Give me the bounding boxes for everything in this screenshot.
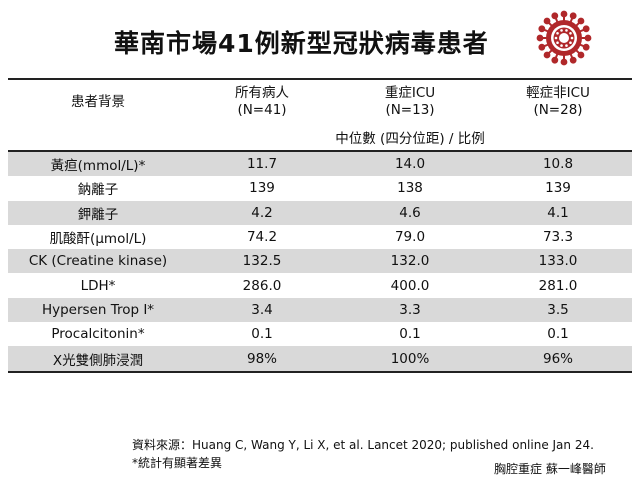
table-cell: 3.4 bbox=[188, 297, 336, 323]
table-row: Procalcitonin* 0.1 0.1 0.1 bbox=[8, 322, 632, 346]
table-cell: 281.0 bbox=[538, 277, 578, 294]
author-credit: 胸腔重症 蘇一峰醫師 bbox=[494, 462, 606, 476]
row-label: CK (Creatine kinase) bbox=[8, 249, 188, 274]
subheader-empty bbox=[8, 124, 188, 152]
row-label: 肌酸酐(μmol/L) bbox=[49, 231, 147, 248]
data-table-container: 患者背景 所有病人 (N=41) 重症ICU (N=13) 輕症非ICU (N=… bbox=[8, 78, 632, 373]
table-cell: 139 bbox=[249, 180, 275, 197]
table-cell: 4.2 bbox=[188, 200, 336, 225]
group-header-mild: 輕症非ICU (N=28) bbox=[484, 78, 632, 124]
group-name: 輕症非ICU bbox=[526, 85, 590, 101]
row-label-header: 患者背景 bbox=[8, 78, 188, 124]
footer: 資料來源：Huang C, Wang Y, Li X, et al. Lance… bbox=[132, 436, 594, 472]
row-label: 鉀離子 bbox=[8, 200, 188, 225]
table-cell: 100% bbox=[336, 346, 484, 373]
table-cell: 96% bbox=[484, 346, 632, 373]
table-cell: 10.8 bbox=[484, 151, 632, 177]
group-count: (N=13) bbox=[385, 102, 435, 118]
group-count: (N=41) bbox=[237, 102, 287, 118]
table-cell: 139 bbox=[545, 180, 571, 197]
group-header-all: 所有病人 (N=41) bbox=[188, 78, 336, 124]
table-cell: 79.0 bbox=[394, 229, 426, 246]
table-cell: 74.2 bbox=[246, 229, 278, 246]
table-cell: 286.0 bbox=[242, 277, 282, 294]
virus-icon bbox=[536, 10, 592, 66]
table-cell: 0.1 bbox=[399, 326, 421, 343]
table-cell: 73.3 bbox=[542, 229, 574, 246]
table-row: 鈉離子 139 138 139 bbox=[8, 176, 632, 200]
table-row: Hypersen Trop I* 3.4 3.3 3.5 bbox=[8, 297, 632, 323]
row-label: 鈉離子 bbox=[77, 182, 119, 199]
table-row: 黃疸(mmol/L)* 11.7 14.0 10.8 bbox=[8, 151, 632, 177]
source-citation: 資料來源：Huang C, Wang Y, Li X, et al. Lance… bbox=[132, 438, 594, 452]
table-cell: 132.5 bbox=[188, 249, 336, 274]
table-cell: 0.1 bbox=[251, 326, 273, 343]
group-name: 所有病人 bbox=[235, 85, 289, 101]
table-cell: 400.0 bbox=[390, 277, 430, 294]
header-row: 患者背景 所有病人 (N=41) 重症ICU (N=13) 輕症非ICU (N=… bbox=[8, 78, 632, 124]
row-label: Hypersen Trop I* bbox=[8, 297, 188, 323]
table-cell: 132.0 bbox=[336, 249, 484, 274]
subheader: 中位數 (四分位距) / 比例 bbox=[188, 124, 632, 152]
table-row: X光雙側肺浸潤 98% 100% 96% bbox=[8, 346, 632, 373]
row-label: Procalcitonin* bbox=[51, 326, 145, 343]
table-cell: 11.7 bbox=[188, 151, 336, 177]
table-cell: 14.0 bbox=[336, 151, 484, 177]
row-label: X光雙側肺浸潤 bbox=[8, 346, 188, 373]
table-cell: 133.0 bbox=[484, 249, 632, 274]
data-table: 患者背景 所有病人 (N=41) 重症ICU (N=13) 輕症非ICU (N=… bbox=[8, 78, 632, 373]
subheader-row: 中位數 (四分位距) / 比例 bbox=[8, 124, 632, 152]
table-cell: 138 bbox=[397, 180, 423, 197]
row-label: LDH* bbox=[80, 277, 116, 294]
significance-note: *統計有顯著差異 bbox=[132, 456, 223, 470]
table-row: 肌酸酐(μmol/L) 74.2 79.0 73.3 bbox=[8, 225, 632, 249]
row-label: 黃疸(mmol/L)* bbox=[8, 151, 188, 177]
group-count: (N=28) bbox=[533, 102, 583, 118]
table-row: LDH* 286.0 400.0 281.0 bbox=[8, 273, 632, 297]
table-cell: 3.3 bbox=[336, 297, 484, 323]
table-cell: 4.6 bbox=[336, 200, 484, 225]
table-cell: 3.5 bbox=[484, 297, 632, 323]
group-name: 重症ICU bbox=[384, 85, 436, 101]
table-cell: 4.1 bbox=[484, 200, 632, 225]
table-cell: 0.1 bbox=[547, 326, 569, 343]
group-header-severe: 重症ICU (N=13) bbox=[336, 78, 484, 124]
table-row: CK (Creatine kinase) 132.5 132.0 133.0 bbox=[8, 249, 632, 274]
page-title: 華南市場41例新型冠狀病毒患者 bbox=[114, 29, 489, 58]
table-cell: 98% bbox=[188, 346, 336, 373]
table-row: 鉀離子 4.2 4.6 4.1 bbox=[8, 200, 632, 225]
